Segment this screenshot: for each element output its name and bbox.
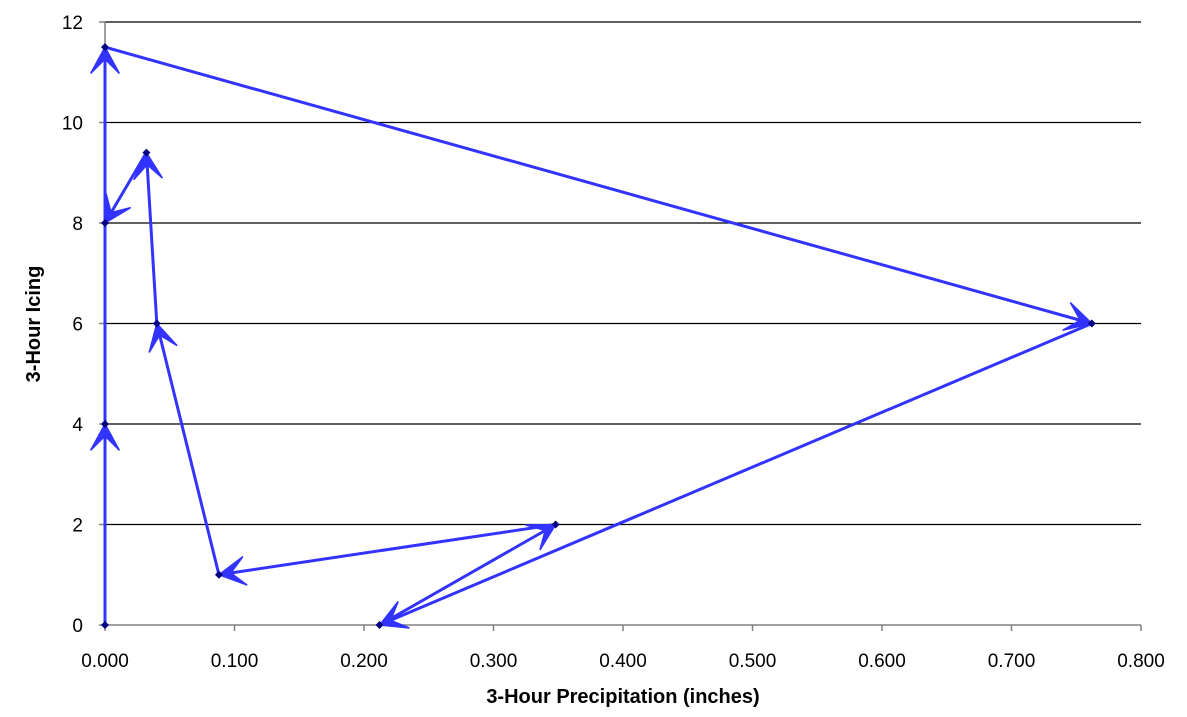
y-tick-label: 4 bbox=[72, 415, 83, 436]
data-point bbox=[101, 621, 109, 629]
gridlines bbox=[105, 21, 1141, 526]
x-tick-label: 0.700 bbox=[988, 651, 1036, 672]
data-markers bbox=[101, 43, 1096, 629]
data-point bbox=[1087, 319, 1096, 328]
x-tick-label: 0.100 bbox=[211, 651, 259, 672]
series-segment bbox=[155, 322, 221, 577]
series-arrowhead bbox=[89, 45, 121, 74]
x-tick-label: 0.600 bbox=[858, 651, 906, 672]
series-path bbox=[89, 45, 1094, 629]
series-arrowhead bbox=[148, 321, 178, 353]
x-tick-label: 0.500 bbox=[729, 651, 777, 672]
y-tick-label: 12 bbox=[62, 13, 83, 34]
series-segment bbox=[378, 322, 1094, 627]
y-tick-label: 10 bbox=[62, 114, 83, 135]
series-arrowhead bbox=[132, 151, 164, 181]
y-axis-title: 3-Hour Icing bbox=[23, 266, 45, 383]
data-point bbox=[214, 570, 223, 579]
data-point bbox=[142, 148, 151, 157]
data-point bbox=[551, 520, 560, 529]
y-axis-ticks: 0 2 4 6 8 10 12 bbox=[62, 13, 105, 637]
y-tick-label: 0 bbox=[72, 616, 83, 637]
series-segment bbox=[103, 45, 1094, 325]
series-arrowhead bbox=[1062, 302, 1094, 331]
y-tick-label: 6 bbox=[72, 315, 83, 336]
x-tick-label: 0.200 bbox=[340, 651, 388, 672]
series-arrowhead bbox=[525, 523, 558, 551]
x-tick-label: 0.800 bbox=[1117, 651, 1165, 672]
y-tick-label: 2 bbox=[72, 516, 83, 537]
series-arrowhead bbox=[217, 556, 248, 586]
data-point bbox=[101, 219, 109, 227]
x-tick-label: 0.000 bbox=[81, 651, 129, 672]
series-arrowhead bbox=[89, 422, 121, 451]
data-point bbox=[152, 319, 161, 328]
series-arrowhead bbox=[104, 192, 132, 225]
data-point bbox=[101, 420, 109, 428]
x-tick-label: 0.400 bbox=[599, 651, 647, 672]
series-segment bbox=[217, 523, 558, 577]
series-segment bbox=[144, 151, 159, 325]
series-segment bbox=[378, 523, 558, 627]
x-tick-label: 0.300 bbox=[470, 651, 518, 672]
x-axis-ticks: 0.000 0.100 0.200 0.300 0.400 0.500 0.600 0.700… bbox=[81, 625, 1165, 672]
data-point bbox=[101, 43, 109, 52]
series-segment bbox=[103, 151, 148, 225]
data-point bbox=[375, 621, 384, 629]
x-axis-title: 3-Hour Precipitation (inches) bbox=[486, 686, 759, 708]
y-tick-label: 8 bbox=[72, 214, 83, 235]
